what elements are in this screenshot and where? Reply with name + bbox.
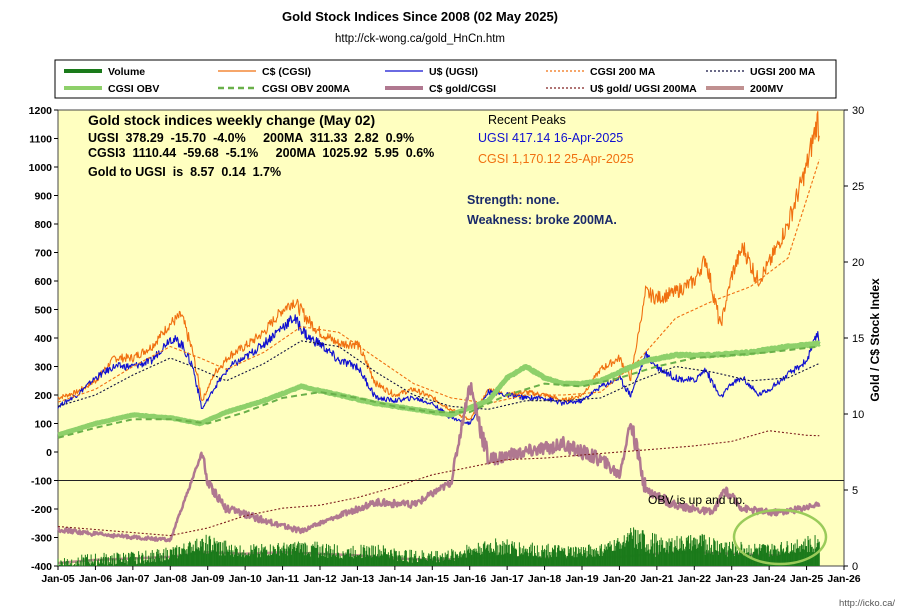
x-tick-label: Jan-24 <box>753 573 786 585</box>
series-line-u-ugsi- <box>57 314 820 426</box>
legend-label: CGSI OBV <box>108 83 159 95</box>
series-line-cgsi-obv-200ma <box>57 345 820 439</box>
legend-label: C$ (CGSI) <box>262 66 311 78</box>
left-tick-label: 200 <box>34 390 52 402</box>
series-line-c-cgsi- <box>57 110 820 421</box>
x-tick-label: Jan-05 <box>41 573 74 585</box>
x-tick-label: Jan-18 <box>528 573 561 585</box>
x-tick-label: Jan-23 <box>715 573 748 585</box>
legend-label: U$ gold/ UGSI 200MA <box>590 83 697 95</box>
legend-label: C$ gold/CGSI <box>429 83 496 95</box>
right-tick-label: 0 <box>852 561 858 573</box>
x-tick-label: Jan-25 <box>790 573 823 585</box>
right-tick-label: 5 <box>852 485 858 497</box>
series-line-c-gold-cgsi <box>57 382 821 543</box>
x-tick-label: Jan-21 <box>640 573 673 585</box>
x-tick-label: Jan-26 <box>827 573 860 585</box>
left-tick-label: 600 <box>34 276 52 288</box>
x-tick-label: Jan-12 <box>303 573 336 585</box>
chart-title: Gold Stock Indices Since 2008 (02 May 20… <box>282 9 558 24</box>
x-tick-label: Jan-06 <box>79 573 112 585</box>
legend: Volume C$ (CGSI) U$ (UGSI) CGSI 200 MA UGSI … <box>54 59 837 99</box>
annotations: Gold stock indices weekly change (May 02… <box>88 112 828 566</box>
left-tick-label: 900 <box>34 191 52 203</box>
series-line-cgsi-200-ma <box>57 159 820 405</box>
x-tick-label: Jan-16 <box>453 573 486 585</box>
left-tick-label: 1200 <box>29 105 53 117</box>
x-tick-label: Jan-14 <box>378 573 411 585</box>
gold-ugsi-ratio: Gold to UGSI is 8.57 0.14 1.7% <box>88 165 281 179</box>
credit: http://icko.ca/ <box>839 598 895 609</box>
x-tick-label: Jan-09 <box>191 573 224 585</box>
weekly-title: Gold stock indices weekly change (May 02… <box>88 112 375 128</box>
series-line-u-gold-ugsi-200ma <box>57 430 820 537</box>
x-tick-label: Jan-19 <box>565 573 598 585</box>
plot-area: -400-300-200-100010020030040050060070080… <box>29 105 865 585</box>
left-tick-label: 1100 <box>29 134 52 146</box>
x-tick-label: Jan-22 <box>678 573 711 585</box>
strength-note: Strength: none. <box>467 193 559 207</box>
right-tick-label: 15 <box>852 333 864 345</box>
x-tick-label: Jan-20 <box>603 573 636 585</box>
cgsi-change: CGSI3 1110.44 -59.68 -5.1% 200MA 1025.92… <box>88 146 434 160</box>
right-tick-label: 10 <box>852 409 864 421</box>
left-tick-label: 700 <box>34 248 52 260</box>
weakness-note: Weakness: broke 200MA. <box>467 213 617 227</box>
right-tick-label: 30 <box>852 105 864 117</box>
obv-highlight-ellipse <box>732 508 828 566</box>
series-line-cgsi-obv <box>56 340 822 438</box>
right-axis-label: Gold / C$ Stock Index <box>868 278 882 402</box>
left-tick-label: 100 <box>34 419 52 431</box>
obv-note: OBV is up and up. <box>648 493 745 507</box>
cgsi-peak: CGSI 1,170.12 25-Apr-2025 <box>478 152 634 166</box>
left-tick-label: -300 <box>31 533 52 545</box>
legend-label: 200MV <box>750 83 783 95</box>
left-tick-label: 400 <box>34 333 52 345</box>
right-tick-label: 25 <box>852 181 864 193</box>
left-tick-label: 500 <box>34 305 52 317</box>
legend-label: CGSI 200 MA <box>590 66 656 78</box>
x-tick-label: Jan-17 <box>491 573 524 585</box>
left-tick-label: -400 <box>31 561 52 573</box>
left-tick-label: 0 <box>46 447 52 459</box>
legend-label: Volume <box>108 66 145 78</box>
x-tick-label: Jan-07 <box>116 573 149 585</box>
left-tick-label: -100 <box>31 476 52 488</box>
left-tick-label: 300 <box>34 362 52 374</box>
x-tick-label: Jan-15 <box>416 573 449 585</box>
x-tick-label: Jan-13 <box>341 573 374 585</box>
left-tick-label: 800 <box>34 219 52 231</box>
x-tick-label: Jan-08 <box>154 573 187 585</box>
left-tick-label: -200 <box>31 504 52 516</box>
legend-label: U$ (UGSI) <box>429 66 478 78</box>
legend-label: CGSI OBV 200MA <box>262 83 351 95</box>
series-line-ugsi-200-ma <box>57 340 820 410</box>
x-tick-label: Jan-10 <box>229 573 262 585</box>
legend-label: UGSI 200 MA <box>750 66 816 78</box>
right-tick-label: 20 <box>852 257 864 269</box>
left-tick-label: 1000 <box>29 162 53 174</box>
x-tick-label: Jan-11 <box>266 573 299 585</box>
ugsi-change: UGSI 378.29 -15.70 -4.0% 200MA 311.33 2.… <box>88 131 414 145</box>
ugsi-peak: UGSI 417.14 16-Apr-2025 <box>478 131 623 145</box>
legend-box <box>54 59 837 99</box>
chart-subtitle: http://ck-wong.ca/gold_HnCn.htm <box>335 33 505 45</box>
peaks-title: Recent Peaks <box>488 113 566 127</box>
